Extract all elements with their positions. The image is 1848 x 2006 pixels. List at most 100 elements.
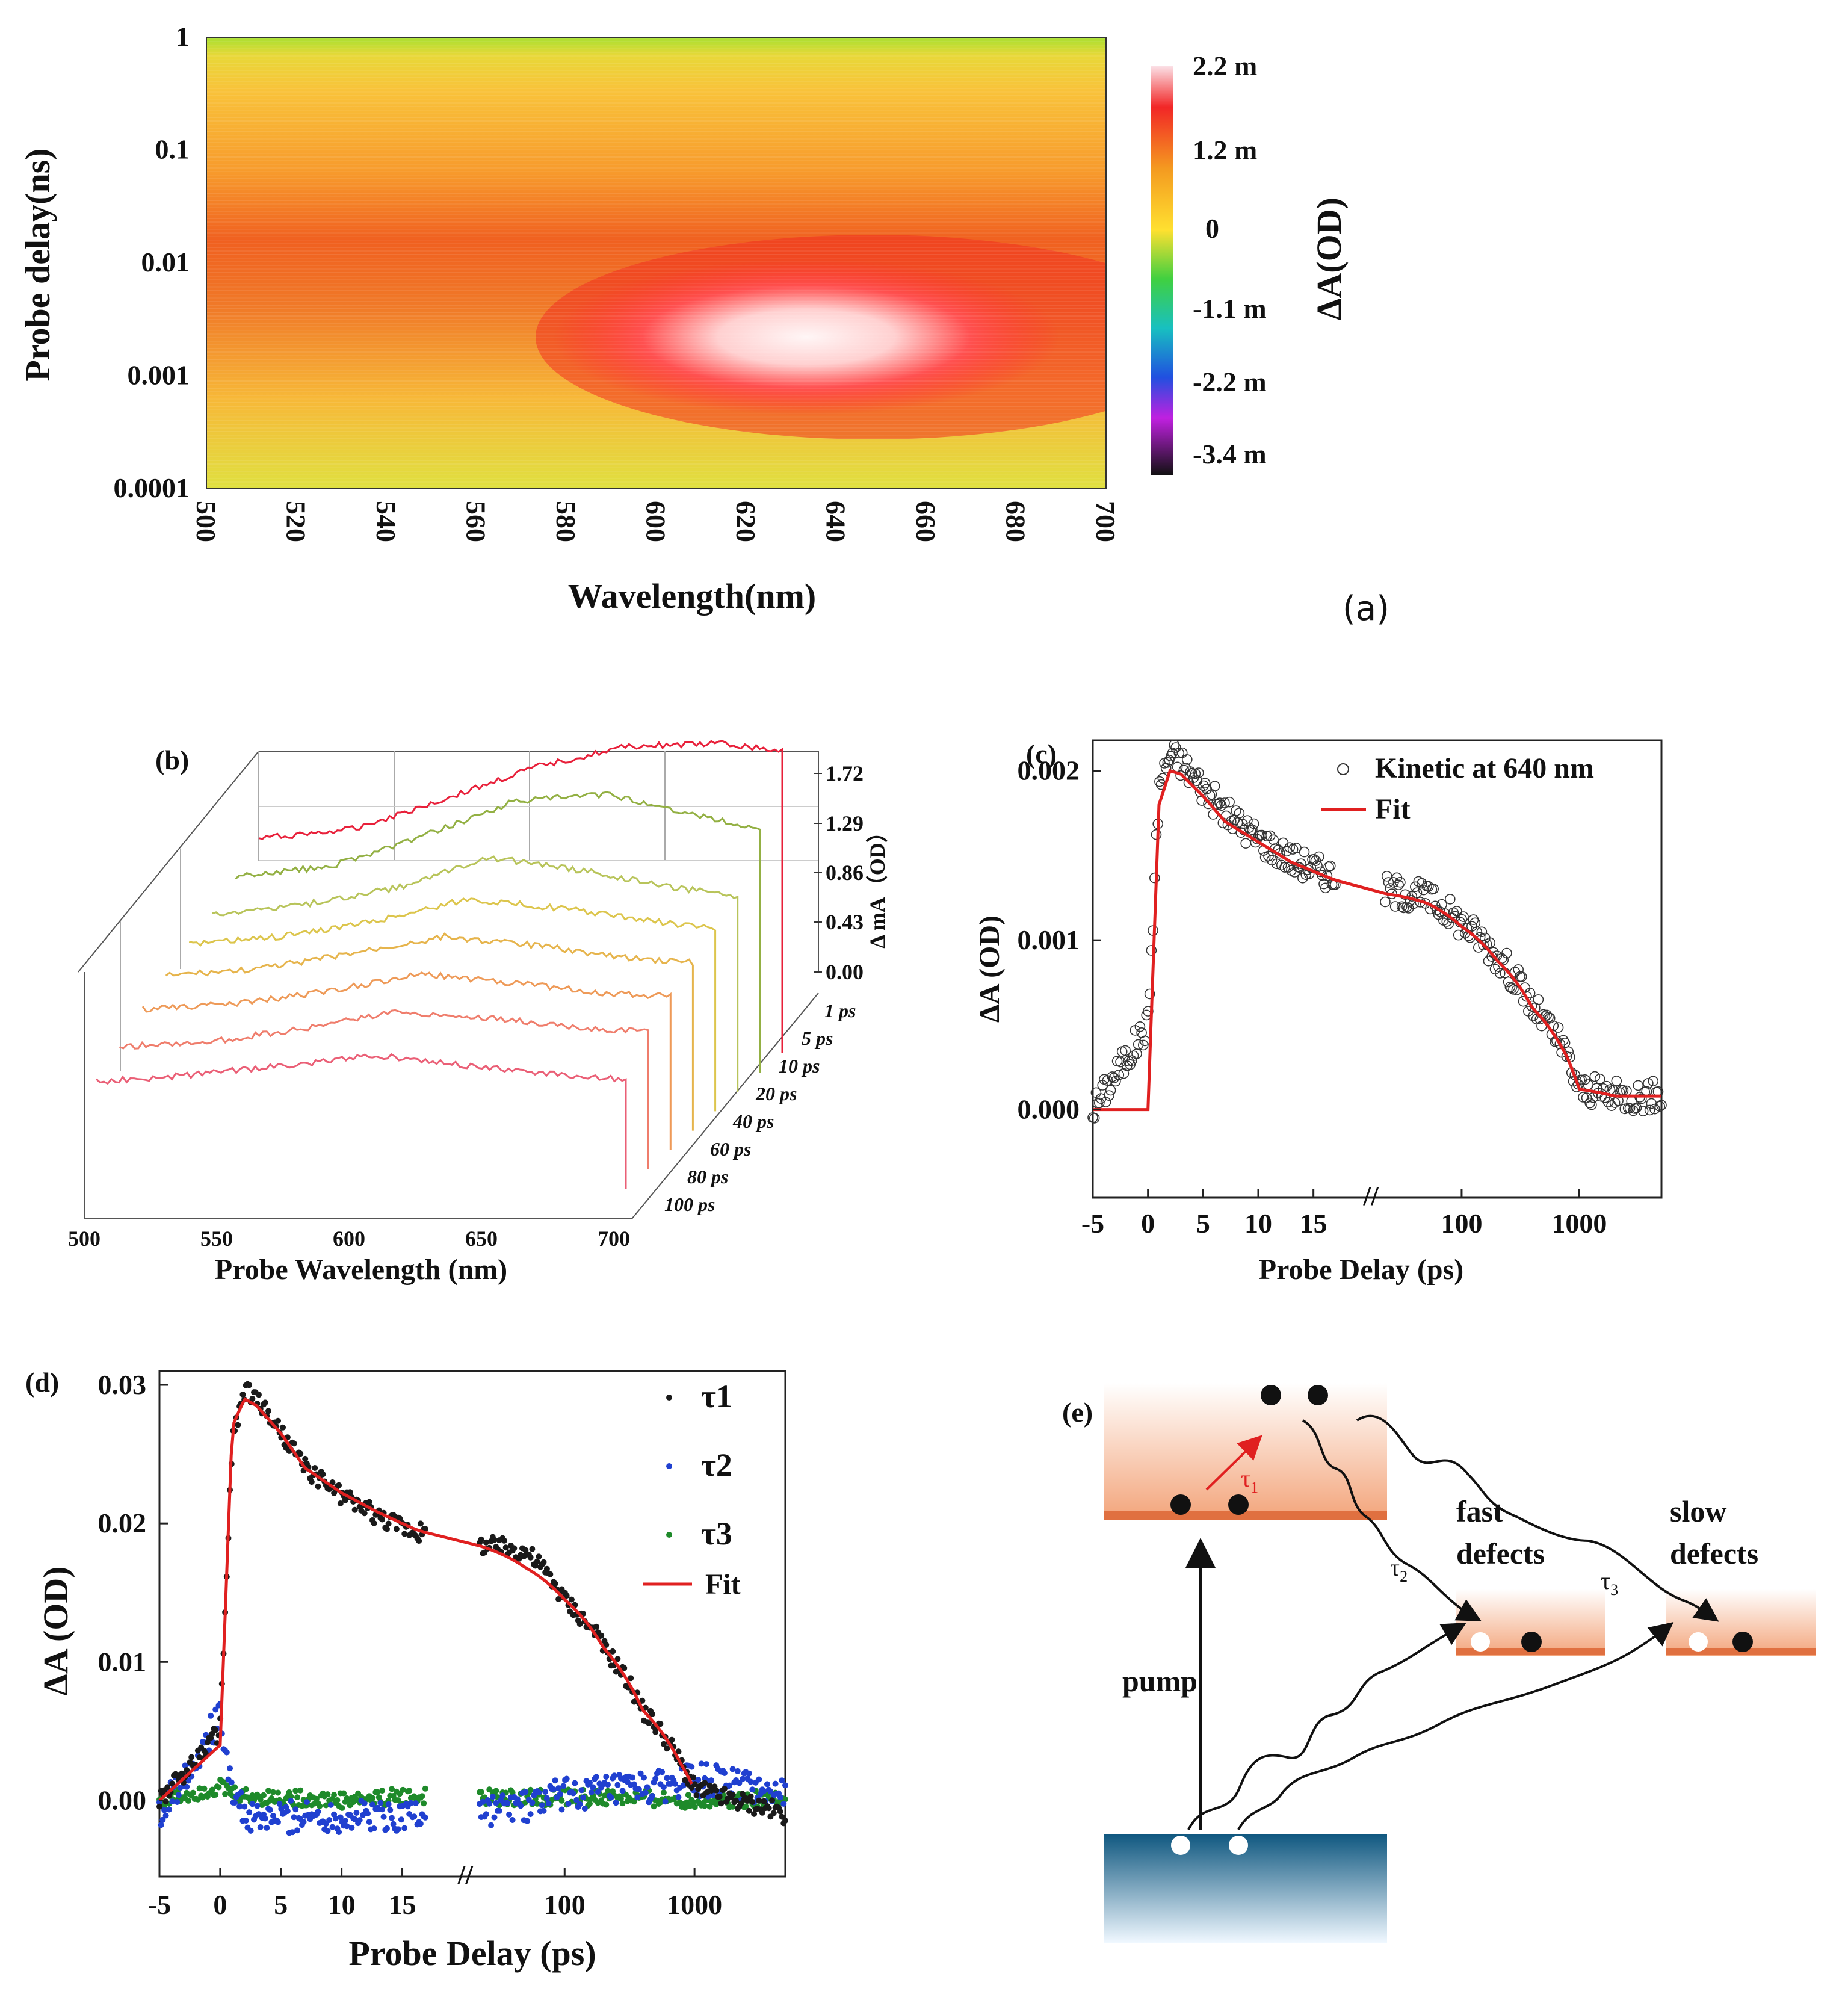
heatmap-stripe — [206, 247, 1106, 248]
heatmap-stripe — [206, 41, 1106, 42]
d-data-point — [605, 1788, 611, 1794]
heatmap-stripe — [206, 362, 1106, 364]
d-y-tick-label: 0.00 — [98, 1785, 147, 1815]
d-data-point — [164, 1784, 171, 1791]
heatmap-stripe — [206, 185, 1106, 187]
heatmap-stripe — [206, 456, 1106, 457]
c-xlabel: Probe Delay (ps) — [1259, 1254, 1463, 1286]
d-data-point — [379, 1788, 385, 1794]
heatmap-stripe — [206, 52, 1106, 53]
d-data-point — [765, 1805, 772, 1812]
c-data-point — [1182, 754, 1193, 765]
d-data-point — [552, 1580, 558, 1587]
d-data-point — [603, 1642, 610, 1648]
d-data-point — [511, 1545, 518, 1552]
d-data-point — [536, 1789, 542, 1796]
heatmap-stripe — [206, 420, 1106, 421]
d-data-point — [501, 1537, 507, 1544]
d-data-point — [379, 1806, 385, 1813]
heatmap-stripe — [206, 81, 1106, 82]
heatmap-stripe — [206, 84, 1106, 85]
d-data-point — [222, 1791, 229, 1797]
d-data-point — [772, 1780, 779, 1787]
d-data-point — [740, 1791, 746, 1797]
heatmap-stripe — [206, 416, 1106, 418]
d-data-point — [184, 1783, 190, 1790]
c-data-point — [1521, 991, 1532, 1002]
heatmap-stripe — [206, 146, 1106, 147]
d-data-point — [232, 1784, 238, 1791]
d-data-point — [308, 1479, 315, 1485]
d-data-point — [504, 1800, 511, 1806]
c-x-tick-label: 5 — [1196, 1208, 1210, 1239]
d-data-point — [664, 1745, 670, 1752]
d-data-point — [545, 1800, 552, 1807]
heatmap-stripe — [206, 384, 1106, 385]
d-data-point — [215, 1784, 222, 1791]
d-data-point — [693, 1792, 700, 1798]
d-data-point — [326, 1817, 333, 1823]
d-data-point — [422, 1526, 428, 1532]
d-data-point — [353, 1810, 360, 1816]
electron-dot — [1170, 1494, 1191, 1515]
tau1-label: τ1 — [1241, 1465, 1258, 1496]
d-x-tick-label: 10 — [328, 1889, 356, 1920]
d-data-point — [317, 1803, 323, 1809]
c-legend: Kinetic at 640 nm Fit — [1321, 752, 1594, 825]
heatmap-stripe — [206, 351, 1106, 353]
b-xlabel: Probe Wavelength (nm) — [215, 1254, 507, 1286]
d-data-point — [690, 1798, 696, 1805]
d-data-point — [649, 1710, 655, 1717]
c-data-point — [1543, 1012, 1554, 1023]
heatmap-stripe — [206, 286, 1106, 288]
d-data-point — [621, 1665, 628, 1671]
c-x-tick-label: -5 — [1081, 1208, 1104, 1239]
heatmap-stripe — [206, 305, 1106, 306]
c-data-point — [1194, 787, 1206, 797]
heatmap-stripe — [206, 124, 1106, 125]
d-data-point — [662, 1798, 669, 1805]
b-delay-labels: 1 ps 5 ps 10 ps 20 ps 40 ps 60 ps 80 ps 100 ps — [664, 1000, 856, 1215]
d-data-point — [166, 1806, 172, 1813]
d-data-point — [729, 1792, 736, 1798]
d-data-point — [292, 1806, 299, 1813]
d-data-point — [182, 1762, 188, 1769]
heatmap-stripe — [206, 110, 1106, 111]
d-data-point — [744, 1798, 751, 1804]
d-x-tick-label: 1000 — [667, 1889, 722, 1920]
c-data-point — [1204, 790, 1216, 801]
d-data-point — [380, 1813, 387, 1820]
d-data-point — [348, 1824, 355, 1831]
d-data-point — [527, 1811, 534, 1818]
d-data-point — [421, 1800, 427, 1807]
c-x-tick-label: 10 — [1244, 1208, 1272, 1239]
d-data-point — [729, 1766, 736, 1772]
b-delay-label: 40 ps — [732, 1110, 774, 1132]
c-data-point — [1451, 906, 1462, 917]
heatmap-stripe — [206, 200, 1106, 201]
tau2-path — [1302, 1419, 1482, 1621]
d-data-point — [411, 1813, 418, 1820]
heatmap-stripe — [206, 344, 1106, 345]
heatmap-stripe — [206, 45, 1106, 46]
heatmap-stripe — [206, 156, 1106, 158]
fast-defects-label: defects — [1456, 1537, 1545, 1570]
colorbar-tick-label: 1.2 m — [1193, 135, 1257, 166]
c-data-point — [1248, 818, 1259, 829]
c-data-point — [1624, 1103, 1636, 1114]
a-x-tick-label: 600 — [641, 501, 672, 542]
c-data-point — [1453, 929, 1464, 941]
d-legend: τ1 τ2 τ3 Fit — [643, 1378, 741, 1600]
d-data-point — [552, 1777, 558, 1784]
d-data-point — [543, 1795, 550, 1801]
d-data-point — [398, 1816, 404, 1823]
b-x-tick-label: 600 — [333, 1227, 365, 1251]
heatmap-stripe — [206, 442, 1106, 443]
d-data-point — [672, 1780, 678, 1787]
c-data-point — [1643, 1078, 1654, 1089]
d-data-point — [629, 1774, 635, 1781]
d-data-point — [702, 1780, 708, 1786]
d-data-point — [756, 1797, 762, 1804]
heatmap-stripe — [206, 330, 1106, 331]
d-data-point — [603, 1801, 610, 1808]
